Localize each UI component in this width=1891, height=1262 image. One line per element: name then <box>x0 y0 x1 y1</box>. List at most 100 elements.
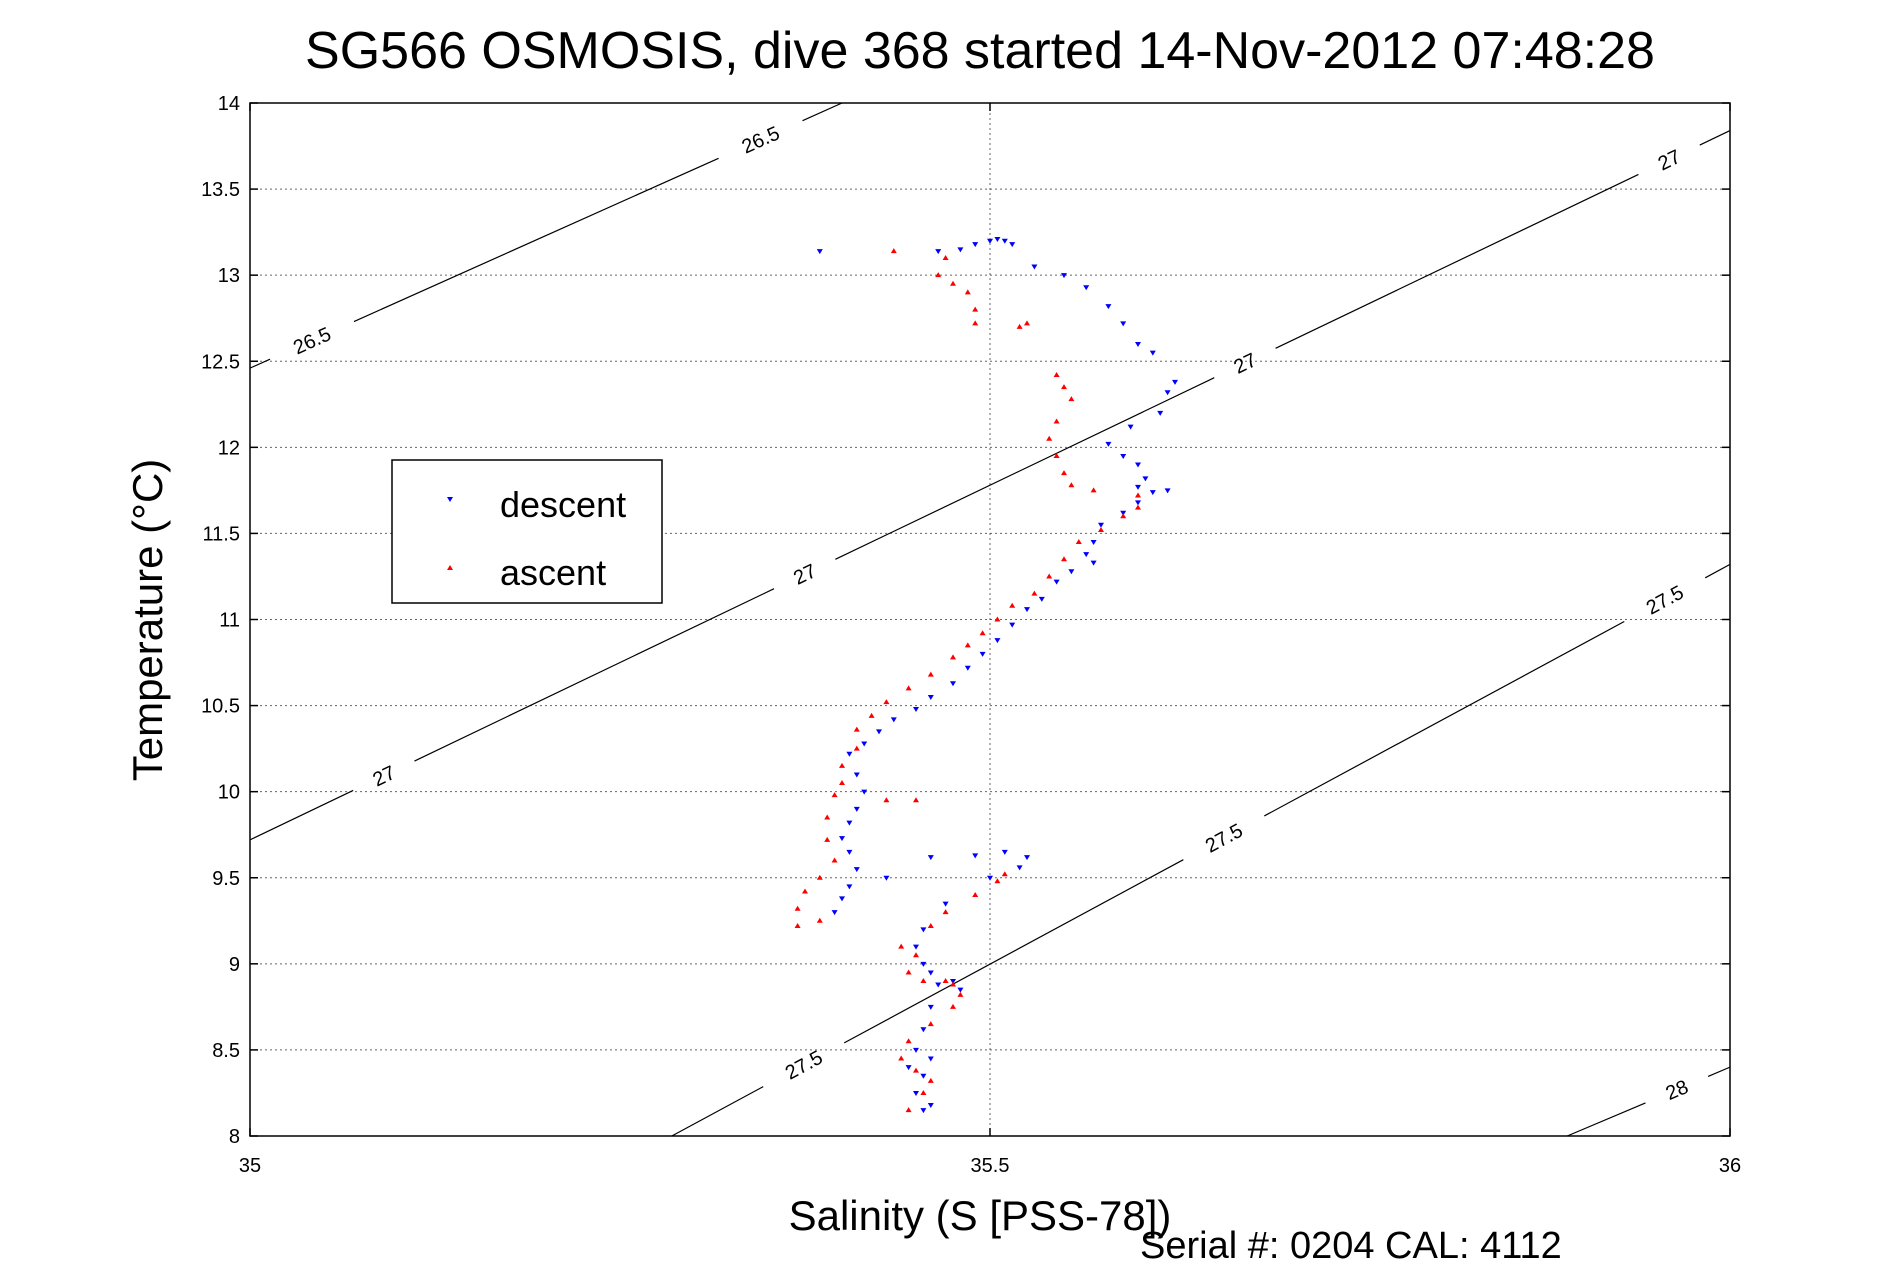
contour-label-27: 27 <box>1231 349 1261 378</box>
ascent-point <box>950 280 956 286</box>
descent-point <box>1016 865 1023 871</box>
contour-label-27.5: 27.5 <box>1202 820 1247 858</box>
ascent-point <box>824 836 831 842</box>
x-tick-label-2: 36 <box>1719 1155 1741 1177</box>
descent-point <box>913 944 919 950</box>
descent-point <box>1068 569 1075 575</box>
ascent-point <box>839 780 845 786</box>
y-tick-label-4: 10 <box>218 782 240 804</box>
descent-point <box>1164 488 1171 494</box>
grid <box>250 103 1730 1136</box>
y-tick-label-0: 8 <box>229 1126 240 1148</box>
descent-point <box>846 820 853 826</box>
isopycnal-27.5-segment <box>671 1086 764 1137</box>
ascent-point <box>972 891 979 897</box>
ascent-point <box>868 712 875 718</box>
descent-point <box>846 751 853 757</box>
descent-point <box>920 1108 927 1114</box>
legend-marker-ascent <box>447 565 453 570</box>
x-axis-ticks: 35 35.5 36 <box>239 103 1741 1177</box>
descent-point <box>935 982 942 988</box>
isopycnal-26.5-segment <box>802 102 843 122</box>
legend-box <box>391 459 663 604</box>
descent-point <box>1038 596 1045 602</box>
ascent-point <box>913 1067 919 1073</box>
descent-point <box>1127 424 1134 430</box>
ascent-point <box>950 654 956 660</box>
serial-cal-footer: Serial #: 0204 CAL: 4112 <box>1140 1225 1562 1262</box>
y-tick-label-2: 9 <box>229 954 240 976</box>
ascent-point <box>1053 418 1060 424</box>
ascent-point <box>1075 539 1082 545</box>
legend-label-ascent: ascent <box>500 552 606 593</box>
descent-point <box>861 741 868 747</box>
descent-point <box>1083 552 1090 558</box>
descent-point <box>883 875 890 881</box>
ascent-point <box>942 254 949 260</box>
descent-point <box>831 910 838 916</box>
descent-point <box>890 717 897 723</box>
descent-point <box>913 707 919 713</box>
ascent-point <box>1061 556 1067 562</box>
x-tick-label-0: 35 <box>239 1155 261 1177</box>
ascent-point <box>816 917 823 923</box>
descent-point <box>846 884 853 890</box>
descent-point <box>861 789 868 795</box>
descent-point <box>1149 490 1156 496</box>
contour-label-27: 27 <box>790 560 820 589</box>
descent-point <box>853 867 860 873</box>
descent-point <box>957 247 964 253</box>
descent-point <box>927 694 934 700</box>
ascent-point <box>1061 470 1067 476</box>
isopycnal-27.5-segment <box>1704 563 1731 579</box>
descent-point <box>1024 855 1030 861</box>
descent-point <box>987 238 993 244</box>
descent-point <box>1142 476 1149 482</box>
legend-marker-descent <box>447 497 453 502</box>
descent-point <box>927 970 934 976</box>
ascent-point <box>1135 492 1141 498</box>
descent-point <box>1001 849 1008 855</box>
y-axis-label: Temperature (°C) <box>124 459 171 782</box>
descent-point <box>994 638 1001 644</box>
descent-point <box>1098 522 1104 528</box>
descent-point <box>920 1073 927 1079</box>
ascent-point <box>1009 602 1016 608</box>
isopycnal-26.5-segment <box>249 358 271 369</box>
descent-point <box>1031 264 1038 270</box>
y-axis-ticks: 8 8.5 9 9.5 10 10.5 11 11.5 12 12.5 13 13.5 14 <box>201 93 1730 1148</box>
ascent-point <box>994 616 1001 622</box>
descent-point <box>957 987 964 993</box>
ascent-point <box>905 1038 912 1044</box>
isopycnal-27-segment <box>1699 130 1731 146</box>
descent-point <box>920 961 927 967</box>
descent-point <box>942 901 949 907</box>
isopycnal-28-segment <box>1707 1066 1731 1077</box>
y-tick-label-10: 13 <box>218 265 240 287</box>
ascent-point <box>1016 323 1023 329</box>
y-tick-label-7: 11.5 <box>203 523 240 545</box>
legend-label-descent: descent <box>500 484 626 525</box>
descent-point <box>1009 242 1016 248</box>
descent-point <box>913 1090 919 1096</box>
descent-point <box>1090 540 1097 546</box>
contour-label-27.5: 27.5 <box>782 1047 827 1085</box>
descent-point <box>964 665 971 671</box>
descent-point <box>972 242 979 248</box>
y-tick-label-9: 12.5 <box>201 351 240 373</box>
descent-point <box>816 249 823 255</box>
ascent-point <box>1031 590 1038 596</box>
descent-point <box>935 249 942 255</box>
ascent-point <box>905 969 912 975</box>
data-points <box>794 237 1178 1114</box>
ascent-point <box>942 978 949 984</box>
descent-point <box>1053 579 1060 585</box>
ascent-point <box>927 922 934 928</box>
ascent-point <box>839 762 845 768</box>
ascent-point <box>964 289 971 295</box>
ascent-point <box>927 1077 934 1083</box>
ascent-point <box>794 922 801 928</box>
isopycnal-27-segment <box>835 377 1215 560</box>
ascent-point <box>1135 504 1141 510</box>
